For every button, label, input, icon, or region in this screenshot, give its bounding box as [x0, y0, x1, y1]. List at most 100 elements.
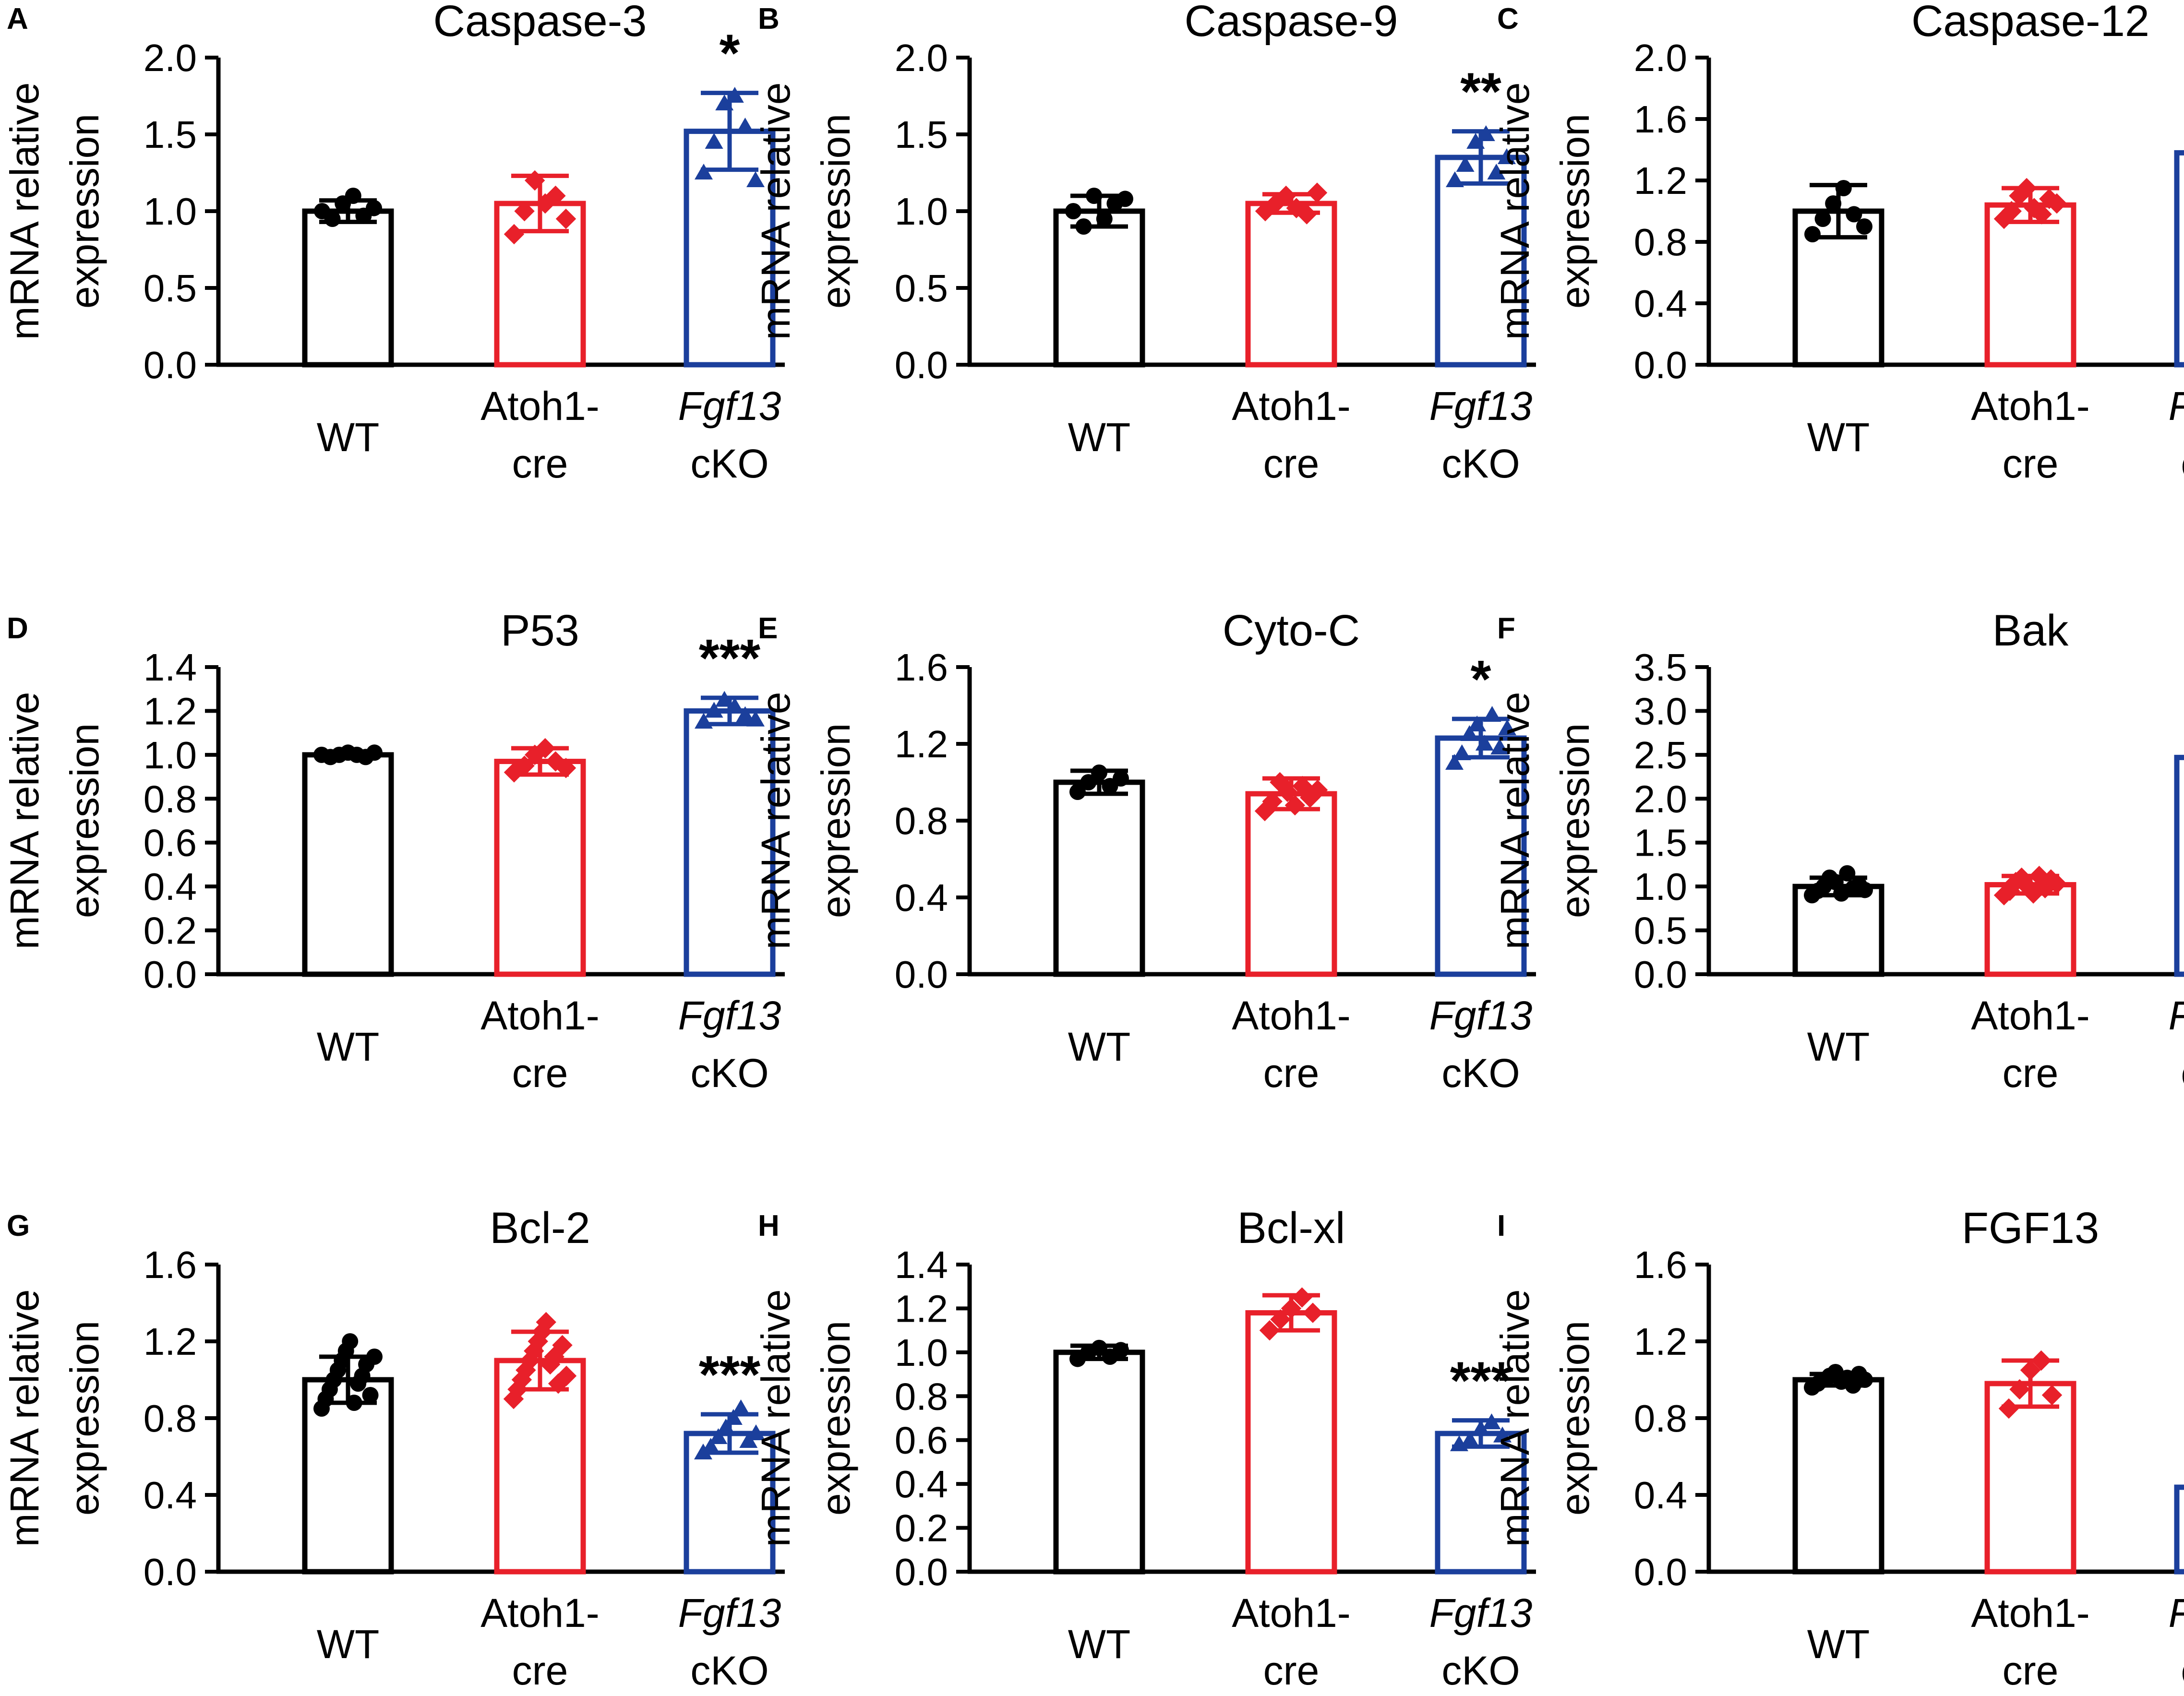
panel-label-H: H — [758, 1209, 780, 1242]
y-axis-label-line1: mRNA relative — [2, 1290, 47, 1547]
x-group-label: Atoh1- — [1971, 1590, 2090, 1636]
panel-label-D: D — [7, 612, 28, 645]
y-axis-label-line1: mRNA relative — [2, 692, 47, 950]
bar-atoh1-cre — [1245, 1310, 1337, 1575]
x-group-label: Fgf13 — [678, 383, 781, 429]
chart-title: Bcl-2 — [490, 1204, 590, 1253]
x-group-label: Fgf13 — [2169, 993, 2184, 1038]
x-group-label-line2: cKO — [1441, 1648, 1520, 1693]
y-tick-label: 0.8 — [1634, 221, 1687, 263]
x-group-label-line2: cKO — [690, 1648, 768, 1693]
y-tick-label: 0.4 — [1634, 282, 1687, 325]
y-tick-label: 0.6 — [895, 1419, 948, 1462]
y-tick-label: 2.0 — [144, 36, 197, 79]
y-tick-label: 1.0 — [1634, 865, 1687, 908]
x-group-label: Fgf13 — [1429, 383, 1533, 429]
panel-label-E: E — [758, 612, 778, 645]
y-axis-label-line1: mRNA relative — [1492, 692, 1537, 950]
significance-marker: *** — [1450, 1351, 1512, 1410]
y-tick-label: 0.5 — [144, 267, 197, 310]
data-point — [504, 224, 525, 245]
bar-atoh1-cre — [1245, 201, 1337, 368]
x-group-label: Atoh1- — [1971, 993, 2090, 1038]
significance-marker: *** — [699, 1345, 761, 1404]
y-axis-label-line1: mRNA relative — [1492, 83, 1537, 340]
y-tick-label: 1.6 — [144, 1243, 197, 1286]
x-group-label: Atoh1- — [1232, 1590, 1351, 1636]
data-point — [732, 1399, 750, 1415]
data-point — [1856, 218, 1872, 235]
chart-title: Caspase-9 — [1185, 0, 1398, 46]
y-tick-label: 1.2 — [1634, 1320, 1687, 1363]
data-point — [2031, 204, 2052, 225]
bar-wt — [1053, 1350, 1145, 1575]
y-tick-label: 0.0 — [895, 344, 948, 386]
data-point — [1262, 791, 1283, 812]
x-group-label: WT — [1807, 1024, 1870, 1069]
x-group-label: Fgf13 — [1429, 993, 1533, 1038]
panel-label-G: G — [7, 1209, 30, 1242]
y-tick-label: 1.0 — [895, 190, 948, 233]
bar-fgf13-cko — [2174, 150, 2184, 368]
y-tick-label: 0.5 — [1634, 909, 1687, 952]
y-axis-label-line1: mRNA relative — [1492, 1290, 1537, 1547]
y-tick-label: 0.0 — [1634, 1551, 1687, 1593]
bar-wt — [302, 752, 394, 977]
y-tick-label: 0.6 — [144, 822, 197, 864]
panel-label-B: B — [758, 2, 780, 36]
y-tick-label: 0.0 — [895, 1551, 948, 1593]
data-point — [1490, 739, 1509, 754]
y-axis-label-line2: expression — [1552, 114, 1597, 309]
y-tick-label: 3.5 — [1634, 646, 1687, 689]
y-tick-label: 1.6 — [895, 646, 948, 689]
x-group-label: Atoh1- — [480, 1590, 600, 1636]
y-tick-label: 1.4 — [895, 1243, 948, 1286]
x-group-label-line2: cre — [1263, 1051, 1320, 1096]
data-point — [1487, 164, 1506, 179]
x-group-label: WT — [1807, 415, 1870, 460]
y-tick-label: 1.5 — [895, 113, 948, 156]
y-tick-label: 1.5 — [1634, 822, 1687, 864]
x-group-label-line2: cKO — [2181, 441, 2184, 486]
bar-wt — [1792, 1377, 1884, 1575]
data-point — [2041, 1385, 2063, 1406]
panel-label-F: F — [1497, 612, 1515, 645]
y-tick-label: 1.2 — [895, 723, 948, 765]
panel-E: E Cyto-C mRNA relative expression 0.0 0.4 0.8 1… — [753, 606, 1536, 1096]
y-axis-label-line2: expression — [62, 723, 107, 918]
y-tick-label: 0.8 — [895, 800, 948, 842]
y-axis-label-line2: expression — [1552, 1321, 1597, 1516]
data-point — [342, 1333, 359, 1350]
y-tick-label: 0.0 — [144, 953, 197, 996]
y-axis-label-line1: mRNA relative — [753, 83, 798, 340]
x-group-label-line2: cKO — [2181, 1051, 2184, 1096]
chart-title: FGF13 — [1962, 1204, 2099, 1253]
x-group-label: Atoh1- — [1971, 383, 2090, 429]
y-tick-label: 0.0 — [895, 953, 948, 996]
data-point — [1814, 211, 1831, 227]
x-group-label: WT — [1068, 1622, 1131, 1667]
y-tick-label: 1.2 — [144, 690, 197, 732]
y-axis-label-line2: expression — [62, 114, 107, 309]
panel-C: C Caspase-12 mRNA relative expression 0.0 0.4… — [1492, 0, 2184, 486]
bar-atoh1-cre — [1984, 202, 2076, 368]
data-point — [736, 706, 755, 722]
y-tick-label: 0.8 — [895, 1375, 948, 1418]
y-tick-label: 0.8 — [144, 777, 197, 820]
y-tick-label: 0.0 — [144, 1551, 197, 1593]
y-tick-label: 1.6 — [1634, 1243, 1687, 1286]
y-tick-label: 1.2 — [895, 1287, 948, 1330]
data-point — [556, 1365, 577, 1386]
panel-G: G Bcl-2 mRNA relative expression 0.0 0.4 0.8 1.… — [2, 1204, 785, 1693]
x-group-label: Fgf13 — [678, 993, 781, 1038]
y-tick-label: 1.5 — [144, 113, 197, 156]
y-axis-label-line1: mRNA relative — [753, 1290, 798, 1547]
y-axis-label-line2: expression — [813, 114, 858, 309]
x-group-label: Atoh1- — [1232, 993, 1351, 1038]
panel-label-A: A — [7, 2, 28, 36]
bar-fgf13-cko — [2174, 1484, 2184, 1575]
y-tick-label: 3.0 — [1634, 690, 1687, 732]
x-group-label-line2: cre — [2003, 441, 2059, 486]
